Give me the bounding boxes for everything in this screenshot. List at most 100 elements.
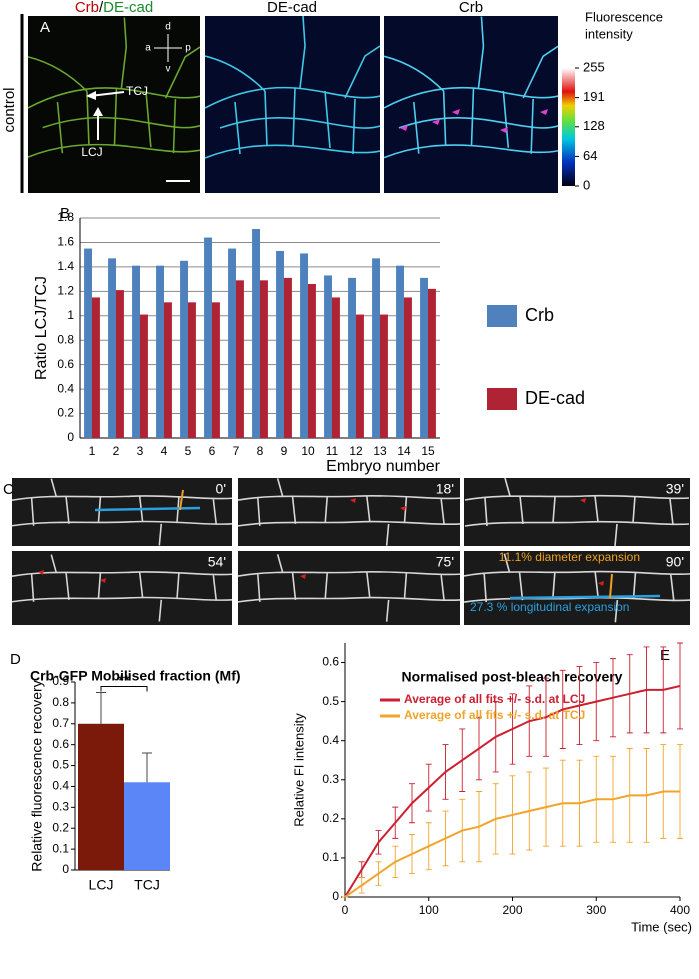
timepoint: 90' [666, 554, 684, 570]
arrow-label: LCJ [81, 145, 102, 159]
chart-title: Crb-GFP Mobilised fraction (Mf) [30, 668, 241, 684]
y-tick-label: 1.8 [57, 210, 74, 224]
micrograph [12, 551, 232, 625]
colorbar [562, 68, 575, 186]
bar [428, 288, 436, 438]
bar [260, 280, 268, 438]
bar [324, 275, 332, 438]
orientation-label: d [165, 22, 171, 33]
diameter-line [179, 489, 184, 511]
bar [396, 265, 404, 438]
timelapse [12, 478, 690, 625]
x-tick-label: 9 [281, 444, 288, 458]
bar [300, 253, 308, 438]
y-tick-label: 0.4 [322, 733, 339, 747]
series-line [344, 790, 680, 898]
y-tick-label: 1.4 [57, 259, 74, 273]
x-tick-label: 5 [185, 444, 192, 458]
bar [116, 290, 124, 438]
panel-label: D [10, 651, 21, 668]
micrograph [238, 478, 460, 546]
bar [188, 302, 196, 438]
y-tick-label: 0 [62, 862, 69, 876]
bar [78, 723, 124, 870]
bar [356, 314, 364, 438]
y-tick-label: 0.7 [52, 716, 69, 730]
bar [108, 258, 116, 438]
bar [380, 314, 388, 438]
error-bar [677, 642, 683, 730]
x-tick-label: 300 [586, 903, 606, 917]
x-tick-label: TCJ [134, 877, 160, 893]
colorbar-tick-label: 64 [583, 148, 597, 163]
orientation-label: v [166, 64, 171, 75]
y-tick-label: 0.2 [57, 406, 74, 420]
panel-title: Crb [459, 0, 483, 16]
x-tick-label: 2 [113, 444, 120, 458]
legend-swatch [487, 305, 517, 327]
legend-label: Average of all fits +/- s.d. at LCJ [404, 692, 585, 706]
row-label: control [1, 87, 18, 132]
y-tick-label: 0.8 [52, 695, 69, 709]
colorbar-ticks: 255 191 128 64 0 [575, 59, 605, 192]
bar [156, 265, 164, 438]
bar [284, 277, 292, 438]
timepoint: 18' [436, 481, 454, 497]
y-tick-label: 0.1 [322, 850, 339, 864]
y-tick-label: 0.4 [52, 779, 69, 793]
x-tick-label: 15 [421, 444, 435, 458]
orientation-label: p [185, 43, 191, 54]
arrowhead [93, 107, 103, 116]
micrograph [464, 551, 690, 625]
timepoint: 39' [666, 481, 684, 497]
x-tick-label: LCJ [89, 877, 114, 893]
y-tick-label: 0.3 [322, 772, 339, 786]
y-tick-label: 1.2 [57, 284, 74, 298]
x-tick-label: 6 [209, 444, 216, 458]
timepoint: 0' [216, 481, 226, 497]
bar [132, 265, 140, 438]
micrograph [12, 478, 232, 546]
bar [140, 314, 148, 438]
x-tick-label: 3 [137, 444, 144, 458]
title-part: Crb [75, 0, 99, 16]
y-tick-label: 0.1 [52, 841, 69, 855]
y-tick-label: 0.5 [322, 694, 339, 708]
y-tick-label: 0.2 [52, 820, 69, 834]
timepoint: 54' [208, 554, 226, 570]
title-part: DE-cad [103, 0, 153, 16]
panel-title: DE-cad [267, 0, 317, 16]
micrograph [205, 16, 380, 193]
annotation: 11.1% diameter expansion [499, 550, 640, 564]
y-tick-label: 0.3 [52, 800, 69, 814]
x-tick-label: 7 [233, 444, 240, 458]
micrograph [238, 551, 460, 625]
title-part: / [99, 0, 104, 16]
legend-label: Average of all fits +/- s.d. at TCJ [404, 708, 585, 722]
y-tick-label: 1 [67, 308, 74, 322]
y-tick-label: 0 [332, 889, 339, 903]
series-line [344, 685, 681, 898]
x-tick-label: 1 [89, 444, 96, 458]
colorbar-tick-label: 128 [583, 118, 605, 133]
bar [236, 280, 244, 438]
x-tick-label: 10 [301, 444, 315, 458]
arrow-label: TCJ [126, 84, 148, 98]
colorbar-tick-label: 255 [583, 59, 605, 74]
legend-label: DE-cad [525, 388, 585, 408]
panel-title: Crb/DE-cad [75, 0, 153, 16]
y-tick-label: 0.6 [322, 655, 339, 669]
y-tick-label: 0.2 [322, 811, 339, 825]
x-axis-label: Embryo number [326, 458, 440, 475]
x-tick-label: 4 [161, 444, 168, 458]
panel-label: A [40, 19, 50, 36]
y-tick-label: 0.5 [52, 758, 69, 772]
length-line [509, 594, 661, 600]
bar [252, 229, 260, 438]
panel-label: B [60, 205, 70, 222]
bar [180, 260, 188, 438]
bar [204, 237, 212, 438]
error-bar [96, 691, 106, 724]
x-tick-label: 8 [257, 444, 264, 458]
